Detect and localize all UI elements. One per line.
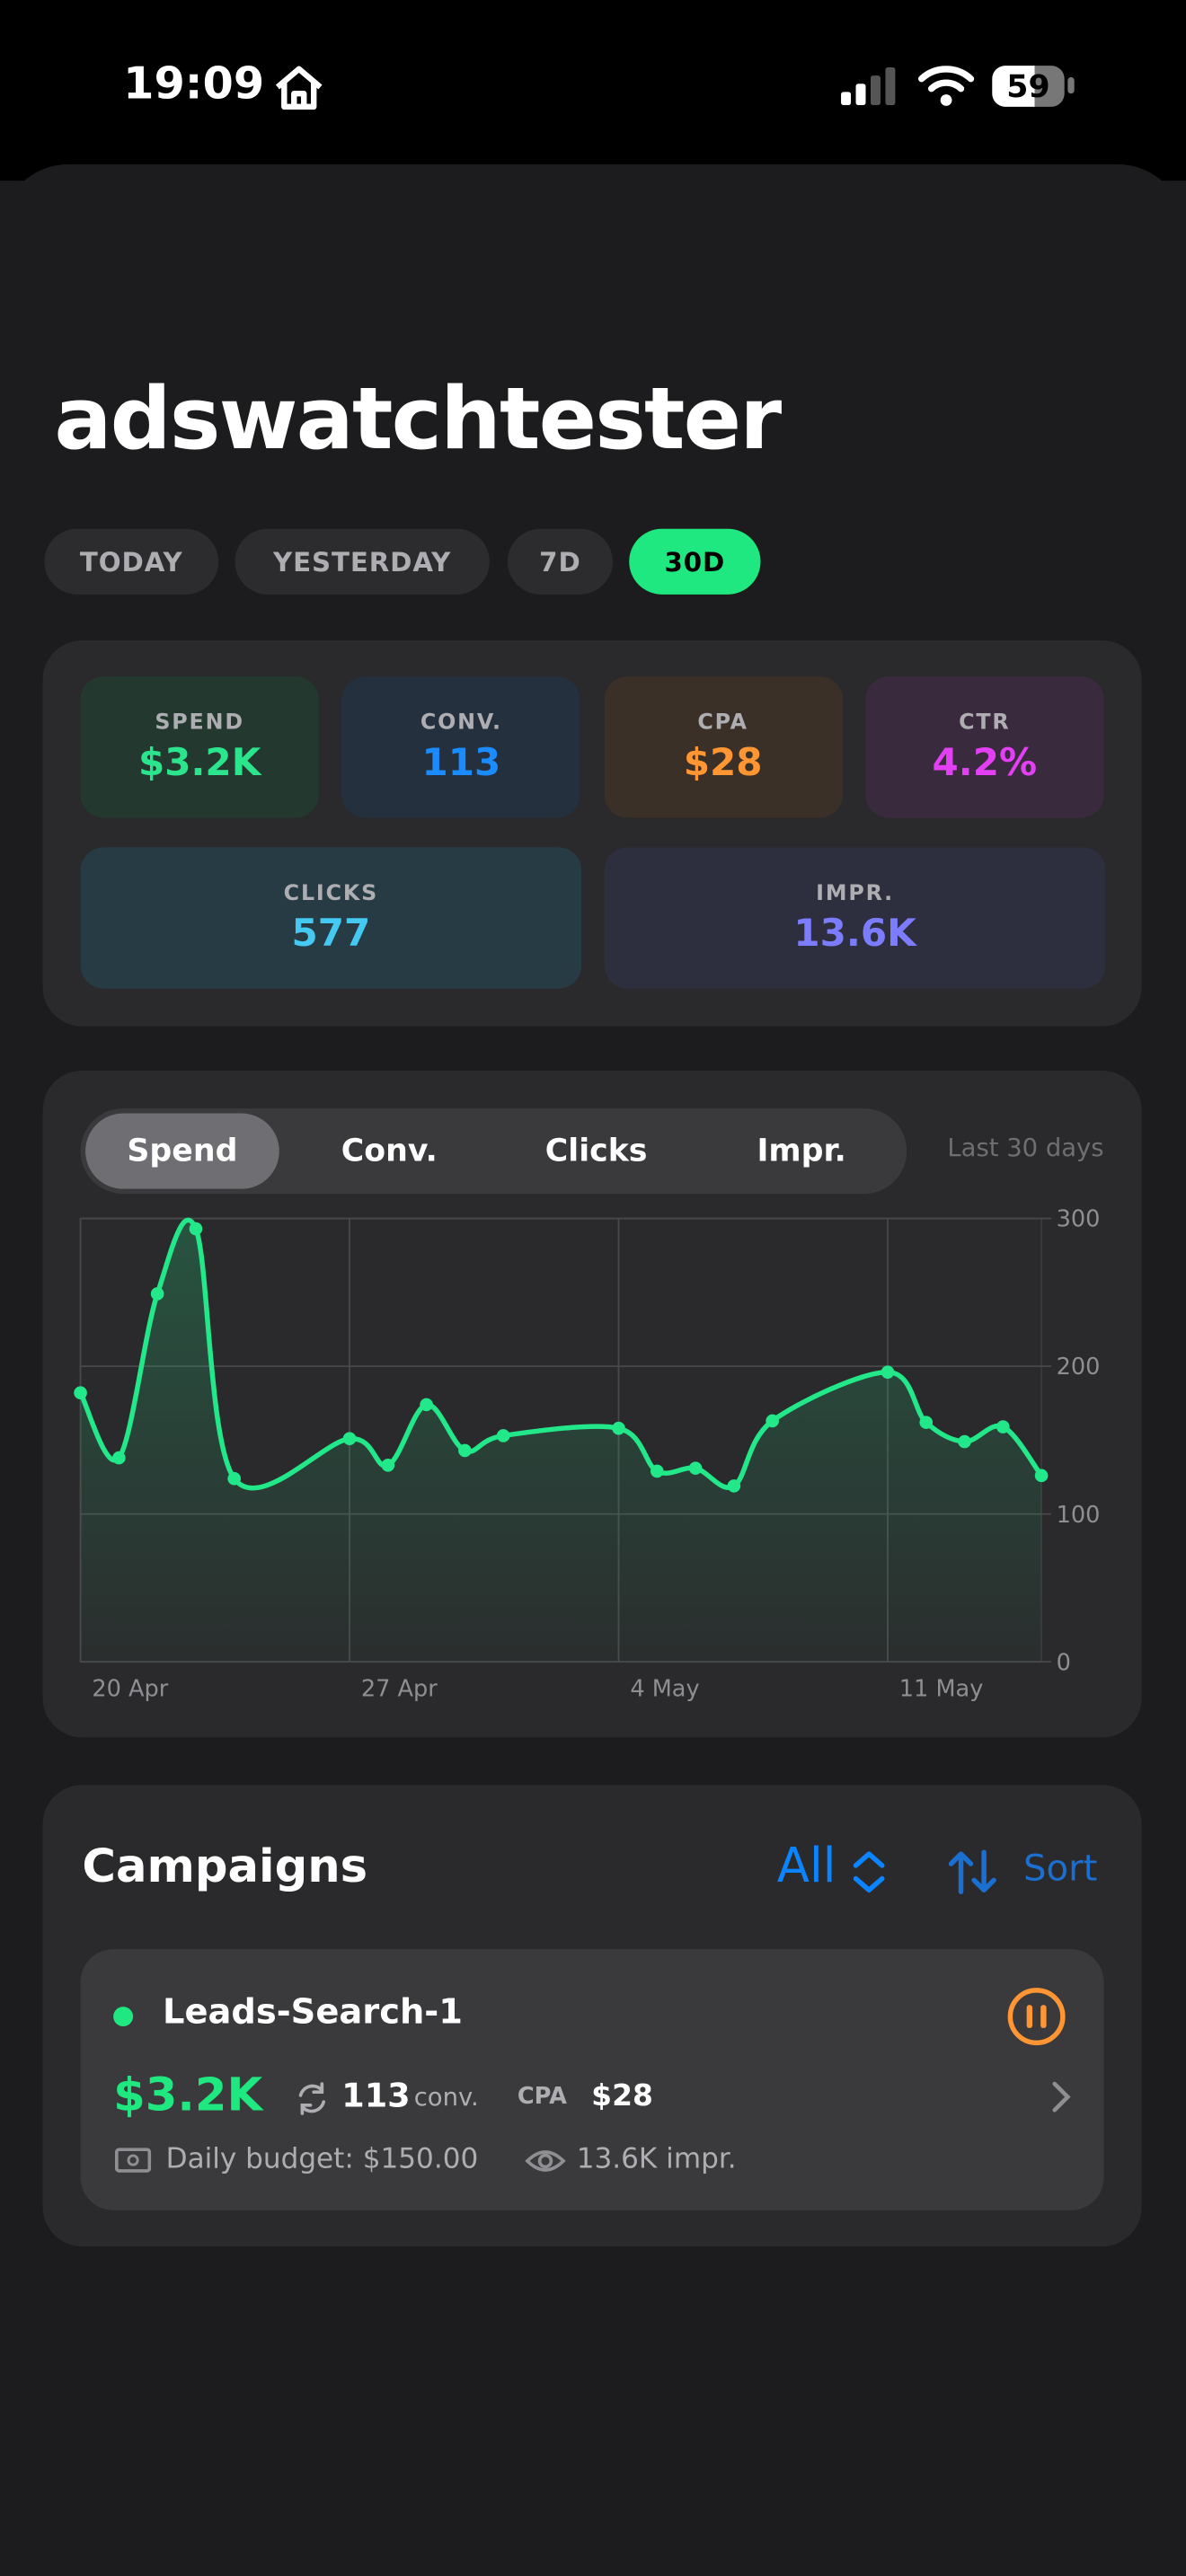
range-tab[interactable]: YESTERDAY: [235, 528, 490, 595]
x-tick-label: 4 May: [630, 1676, 699, 1703]
point: [1034, 1469, 1049, 1483]
point: [189, 1222, 203, 1236]
point: [958, 1434, 971, 1449]
campaign-impressions: 13.6K impr.: [576, 2142, 737, 2176]
status-bar: 19:09 59: [0, 0, 1186, 181]
point: [919, 1416, 934, 1429]
sort-button[interactable]: Sort: [1022, 1848, 1098, 1891]
point: [996, 1420, 1010, 1434]
campaign-spend: $3.2K: [113, 2067, 263, 2122]
area: [80, 1220, 1042, 1663]
x-tick-label: 20 Apr: [92, 1676, 168, 1703]
metric-label: IMPR.: [816, 880, 895, 906]
range-tab[interactable]: TODAY: [44, 528, 219, 595]
point: [881, 1365, 895, 1379]
page-title: adswatchtester: [54, 371, 782, 470]
y-tick-label: 100: [1057, 1502, 1101, 1529]
range-tab[interactable]: 30D: [629, 528, 761, 595]
chart-period: Last 30 days: [947, 1133, 1104, 1163]
row-chevron[interactable]: [1048, 2079, 1074, 2115]
chart-tab[interactable]: Conv.: [341, 1133, 438, 1169]
battery: 59: [992, 66, 1065, 107]
chart: 0 100 200 300 20 Apr 27 Apr 4 May 11 May: [74, 1206, 1101, 1703]
metric-value: $28: [683, 741, 763, 784]
metric-label: SPEND: [155, 710, 244, 736]
y-tick-label: 0: [1057, 1649, 1071, 1676]
campaign-row[interactable]: [80, 1949, 1104, 2210]
point: [688, 1461, 703, 1475]
x-tick-label: 11 May: [899, 1676, 984, 1703]
point: [150, 1287, 164, 1301]
campaigns-title: Campaigns: [82, 1839, 368, 1893]
campaign-name: Leads-Search-1: [162, 1991, 463, 2032]
point: [227, 1471, 242, 1486]
line: [78, 1217, 1044, 1491]
y-tick-label: 300: [1057, 1206, 1101, 1233]
chart-tab[interactable]: Spend: [85, 1113, 279, 1189]
x-tick-label: 27 Apr: [361, 1676, 438, 1703]
sort-icon[interactable]: [946, 1848, 999, 1897]
metric-tile: CPA $28: [604, 676, 843, 818]
metric-tile: CTR 4.2%: [865, 676, 1104, 818]
clock: 19:09: [123, 58, 265, 110]
point: [420, 1398, 433, 1412]
metric-value: 4.2%: [932, 741, 1038, 784]
metric-tile: SPEND $3.2K: [80, 676, 319, 818]
y-tick-label: 200: [1057, 1354, 1101, 1381]
campaign-cpa: $28: [591, 2078, 653, 2113]
signal-icon: [841, 66, 896, 106]
campaign-conversions: 113: [341, 2075, 411, 2115]
metric-label: CPA: [697, 710, 748, 736]
point: [766, 1414, 779, 1428]
point: [496, 1429, 510, 1442]
point: [612, 1421, 625, 1435]
point: [112, 1451, 126, 1465]
campaign-budget: Daily budget: $150.00: [165, 2142, 479, 2176]
home-icon: [275, 66, 323, 110]
chart-tab[interactable]: Clicks: [544, 1133, 648, 1169]
cpa-label: CPA: [517, 2084, 567, 2111]
metric-tile: IMPR. 13.6K: [604, 847, 1106, 989]
battery-tip: [1067, 76, 1075, 94]
range-tab[interactable]: 7D: [507, 528, 613, 595]
point: [458, 1443, 472, 1458]
metric-label: CONV.: [420, 710, 502, 736]
chart-tab[interactable]: Impr.: [757, 1133, 846, 1169]
eye-icon: [525, 2150, 566, 2172]
metric-value: 577: [291, 912, 371, 956]
metric-value: 113: [421, 741, 501, 784]
conv-unit: conv.: [413, 2082, 479, 2113]
metric-value: 13.6K: [793, 912, 916, 956]
metric-tile: CLICKS 577: [80, 847, 582, 989]
point: [342, 1432, 357, 1446]
filter-button[interactable]: All: [776, 1837, 836, 1893]
budget-icon: [114, 2148, 152, 2173]
metric-value: $3.2K: [137, 741, 261, 784]
metric-label: CTR: [959, 710, 1011, 736]
point: [650, 1464, 664, 1478]
wifi-icon: [917, 66, 975, 106]
pause-button[interactable]: [1004, 1985, 1069, 2051]
filter-chevrons[interactable]: [851, 1849, 887, 1895]
metric-tile: CONV. 113: [341, 676, 580, 818]
point: [381, 1459, 395, 1472]
metric-label: CLICKS: [283, 880, 379, 906]
status-dot: [113, 2007, 134, 2027]
point: [727, 1479, 741, 1493]
conv-icon: [298, 2082, 325, 2115]
point: [74, 1386, 87, 1400]
